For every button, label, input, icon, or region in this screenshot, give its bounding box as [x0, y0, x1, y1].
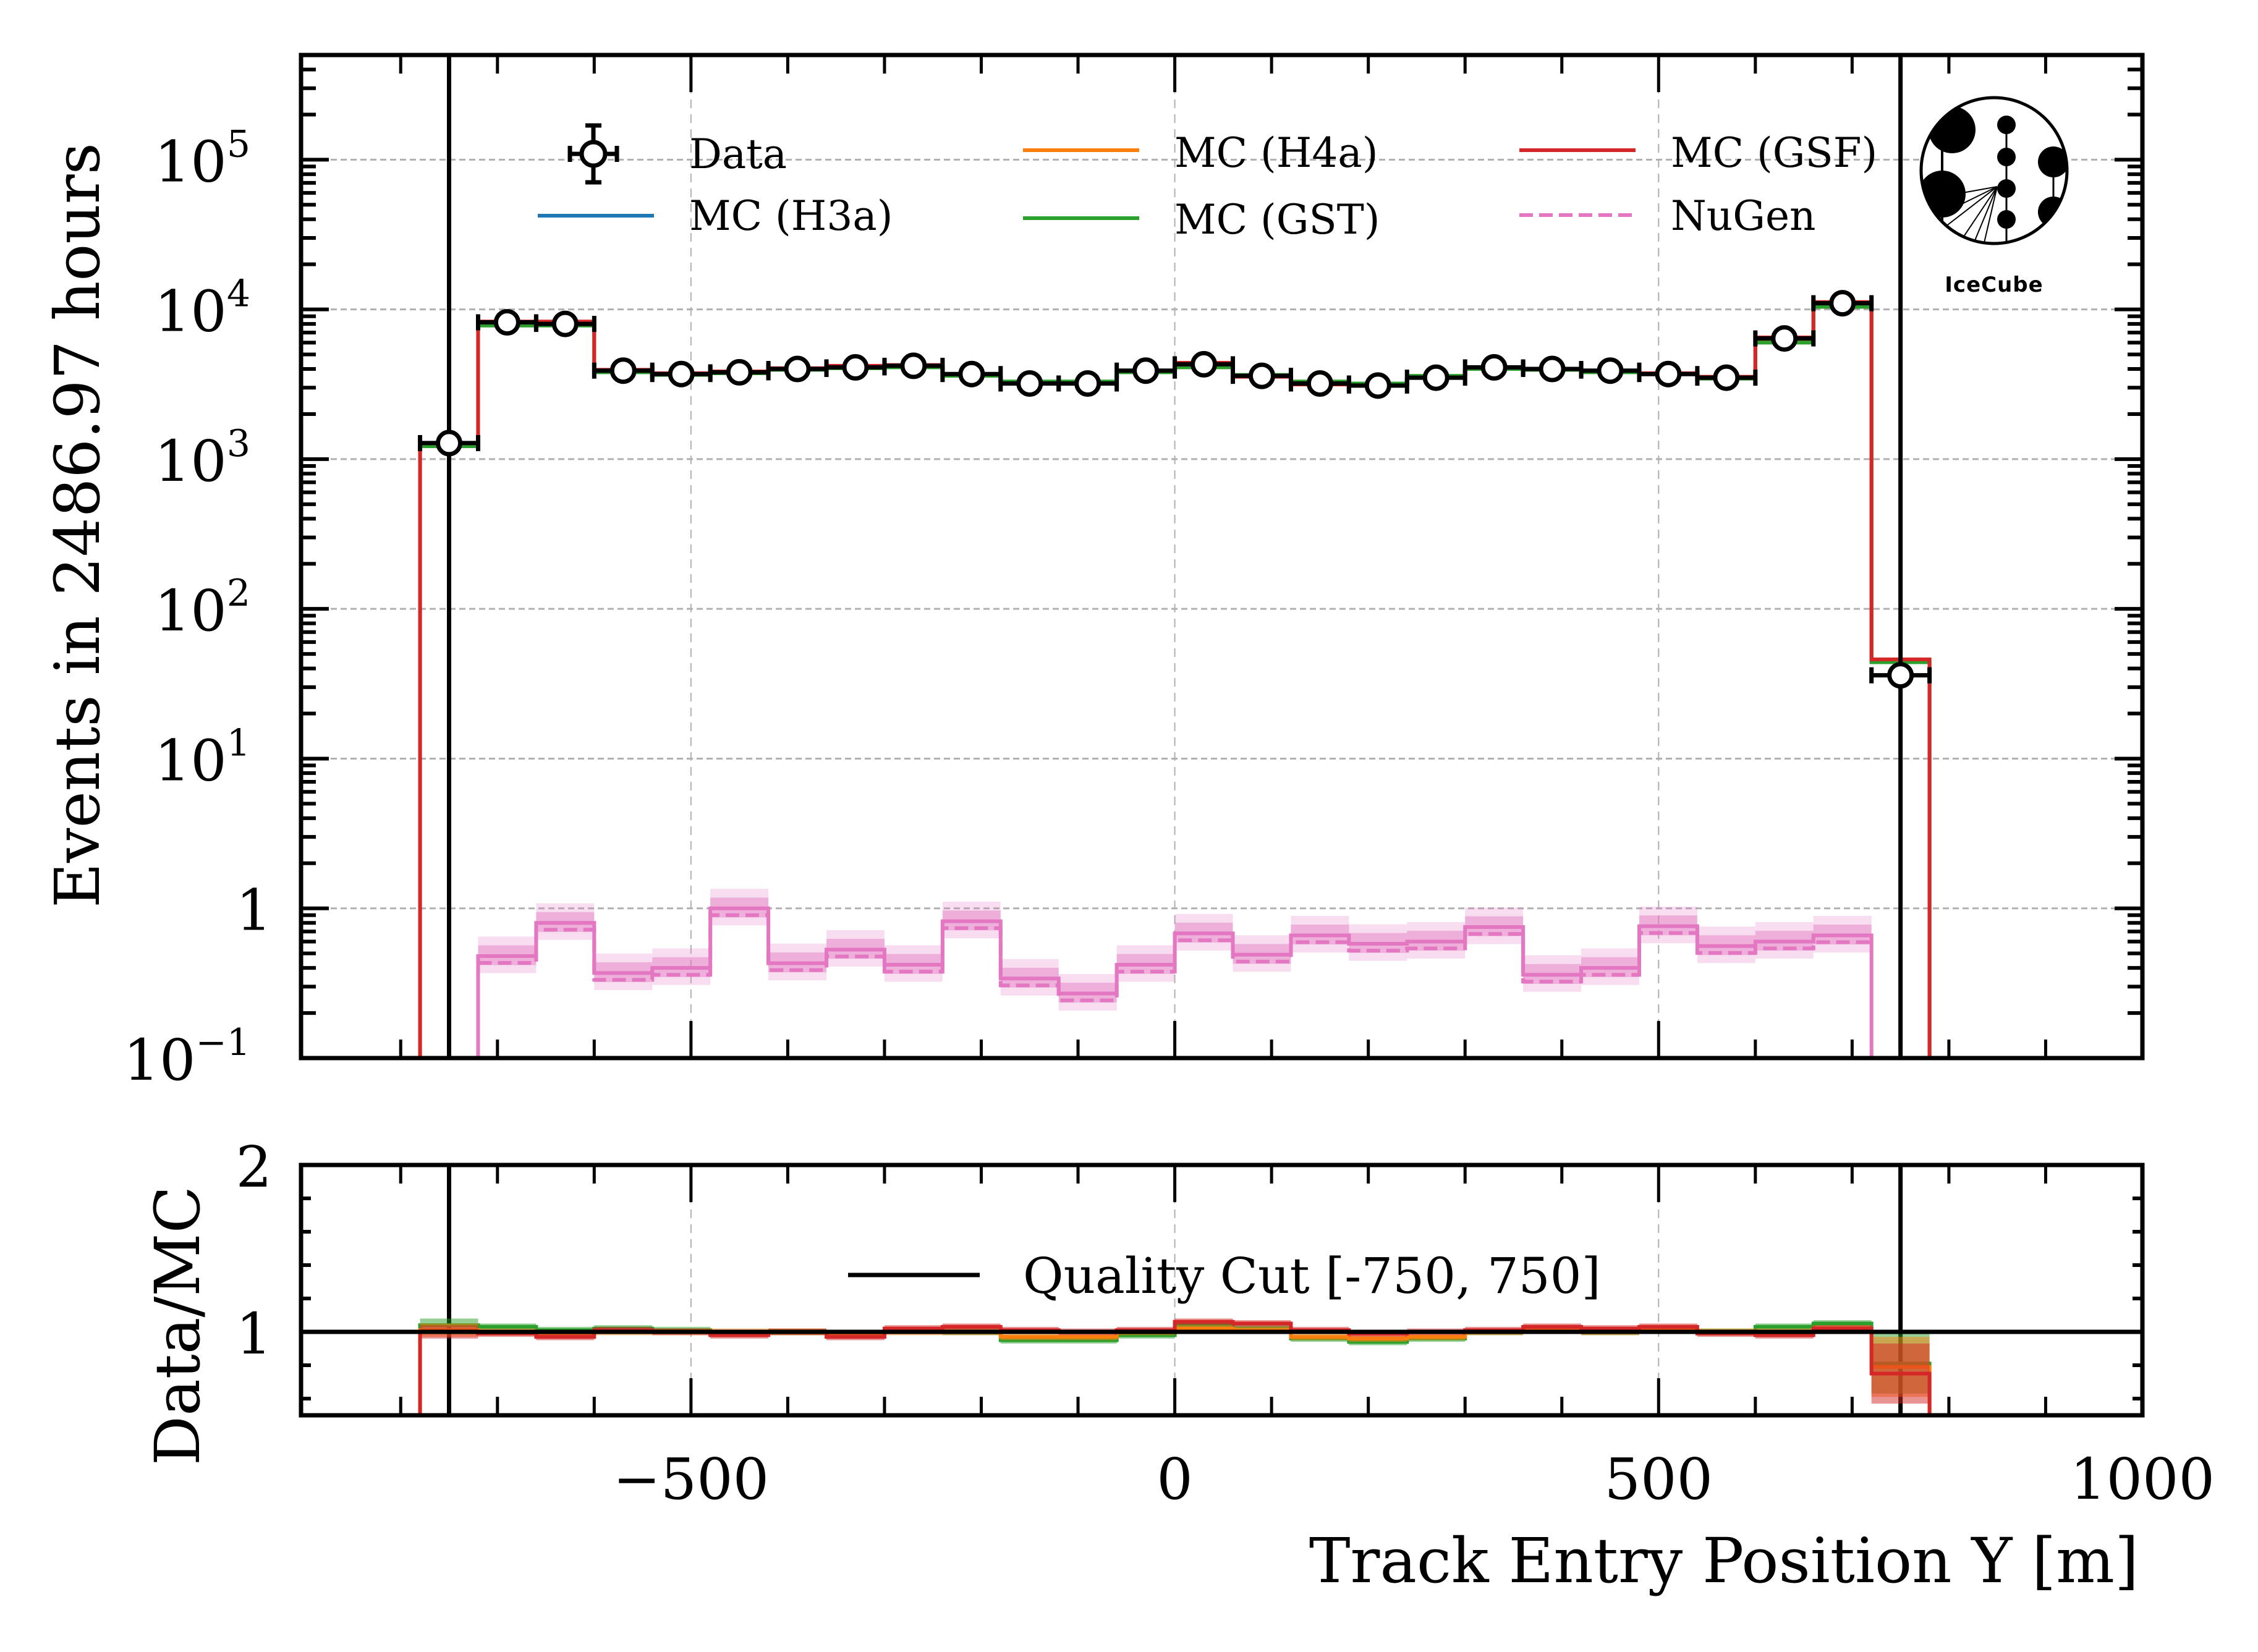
data-marker	[1306, 370, 1333, 397]
x-tick-label: 0	[1157, 1446, 1193, 1512]
data-point	[418, 430, 480, 457]
main-legend: Data MC (H3a) MC (H4a) MC (GST) MC (GSF)…	[538, 123, 1877, 244]
data-marker	[900, 352, 927, 379]
legend-label-nugen: NuGen	[1671, 192, 1816, 240]
data-marker	[1829, 290, 1856, 317]
data-point	[708, 358, 771, 386]
data-point	[1462, 354, 1526, 381]
data-marker	[1597, 357, 1624, 384]
legend-label-data: Data	[689, 130, 787, 178]
x-tick-label: −500	[613, 1446, 770, 1512]
data-point	[1869, 662, 1932, 689]
data-marker	[1132, 357, 1160, 384]
data-point	[1753, 325, 1816, 352]
x-tick-label: 500	[1604, 1446, 1713, 1512]
data-point	[1521, 355, 1584, 383]
data-marker	[842, 354, 869, 381]
data-marker	[726, 358, 753, 386]
data-point	[1288, 370, 1351, 397]
data-point	[1579, 357, 1642, 384]
data-point	[533, 310, 596, 337]
data-point	[1811, 290, 1874, 317]
y-axis-label-ratio: Data/MC	[142, 1186, 214, 1465]
logo-text: IceCube	[1945, 273, 2043, 297]
data-marker	[1016, 370, 1043, 397]
data-marker	[1480, 354, 1508, 381]
y-tick-label-main: 1	[236, 878, 272, 944]
data-point	[998, 370, 1061, 397]
data-point	[1404, 364, 1467, 391]
data-marker	[1422, 364, 1449, 391]
ratio-plot-frame	[299, 1163, 2145, 1418]
legend-data-marker	[567, 123, 619, 185]
data-marker	[1887, 662, 1914, 689]
legend-label-quality-cut: Quality Cut [-750, 750]	[1023, 1247, 1601, 1305]
legend-label-h3a: MC (H3a)	[689, 192, 893, 240]
legend-label-gst: MC (GST)	[1174, 196, 1380, 244]
ratio-panel: 1 2 −500 0 500 1000	[236, 1134, 2215, 1512]
data-point	[824, 354, 887, 381]
ratio-legend: Quality Cut [-750, 750]	[848, 1247, 1601, 1305]
data-marker	[1074, 370, 1101, 397]
data-marker	[1364, 372, 1391, 399]
data-marker	[609, 357, 637, 384]
y-tick-label-main: 10−1	[123, 1021, 250, 1093]
x-tick-label: 1000	[2070, 1446, 2215, 1512]
data-marker	[436, 430, 463, 457]
data-point	[940, 360, 1003, 388]
y-tick-label-main: 103	[155, 422, 250, 494]
data-point	[1056, 370, 1119, 397]
data-marker	[1248, 362, 1275, 389]
data-marker	[1713, 364, 1740, 391]
nugen-dashed-line	[478, 913, 1872, 1002]
y-tick-label-main: 105	[155, 122, 250, 195]
data-point	[1114, 357, 1178, 384]
main-plot-frame	[299, 53, 2145, 1061]
x-axis-label: Track Entry Position Y [m]	[1309, 1525, 2139, 1597]
data-marker	[1191, 350, 1218, 378]
data-point	[650, 360, 713, 388]
data-point	[592, 357, 655, 384]
data-marker	[551, 310, 579, 337]
data-point	[475, 309, 538, 336]
data-marker	[1655, 360, 1682, 388]
data-point	[1346, 372, 1409, 399]
icecube-logo: IceCube	[1919, 96, 2069, 297]
y-tick-label-ratio: 2	[236, 1134, 272, 1200]
y-axis-label-main: Events in 2486.97 hours	[41, 143, 114, 908]
data-marker	[784, 355, 811, 383]
main-panel: 10−1 1 101 102 103 104 105	[123, 53, 2145, 1093]
data-marker	[668, 360, 695, 388]
data-marker	[1539, 355, 1566, 383]
data-point	[882, 352, 945, 379]
y-tick-label-ratio: 1	[236, 1301, 272, 1367]
data-marker	[493, 309, 520, 336]
y-tick-label-main: 101	[155, 721, 250, 794]
data-marker	[958, 360, 985, 388]
data-point	[766, 355, 829, 383]
y-tick-label-main: 102	[155, 572, 250, 644]
legend-label-h4a: MC (H4a)	[1174, 129, 1378, 177]
data-point	[1231, 362, 1293, 389]
y-tick-label-main: 104	[155, 273, 250, 345]
data-point	[1695, 364, 1758, 391]
data-point	[1637, 360, 1700, 388]
data-point	[1173, 350, 1236, 378]
data-marker	[1771, 325, 1798, 352]
legend-label-gsf: MC (GSF)	[1671, 129, 1877, 177]
